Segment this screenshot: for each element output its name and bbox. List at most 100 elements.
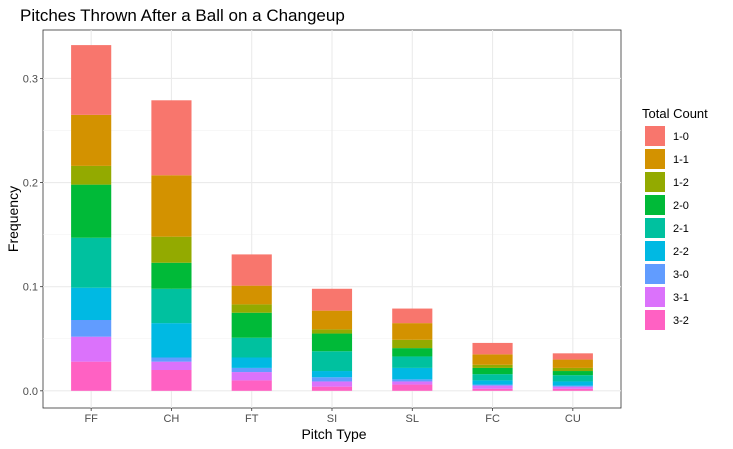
bar-segment xyxy=(231,254,272,286)
x-tick-label: CH xyxy=(163,413,179,425)
bar-segment xyxy=(151,323,192,358)
legend-title: Total Count xyxy=(642,106,708,121)
legend-label: 2-2 xyxy=(673,246,689,258)
bar-segment xyxy=(231,372,272,381)
x-axis-title: Pitch Type xyxy=(301,426,366,442)
y-axis-title: Frequency xyxy=(5,186,21,252)
bar-segment xyxy=(392,308,433,324)
bar-segment xyxy=(311,351,353,372)
bar-segment xyxy=(311,329,353,334)
bar-segment xyxy=(71,184,112,238)
legend-label: 2-1 xyxy=(673,223,689,235)
legend-key xyxy=(645,126,665,146)
legend-key xyxy=(645,172,665,192)
y-tick-label: 0.0 xyxy=(23,386,38,398)
legend-key xyxy=(645,149,665,169)
bar-segment xyxy=(311,381,353,387)
legend-label: 3-1 xyxy=(673,292,689,304)
bar-segment xyxy=(71,165,112,185)
bar-segment xyxy=(472,380,513,385)
x-tick-label: FF xyxy=(84,413,98,425)
bar-segment xyxy=(231,337,272,358)
chart-title: Pitches Thrown After a Ball on a Changeu… xyxy=(20,6,345,25)
bar-segment xyxy=(151,357,192,362)
legend-key xyxy=(645,218,665,238)
bar-segment xyxy=(472,385,513,389)
legend-label: 2-0 xyxy=(673,200,689,212)
bar-segment xyxy=(151,361,192,370)
legend-label: 1-2 xyxy=(673,177,689,189)
bar-segment xyxy=(392,323,433,340)
bar-segment xyxy=(552,388,593,391)
legend-label: 3-2 xyxy=(673,315,689,327)
legend: Total Count 1-0 1-1 1-2 2-0 2-1 2-2 3-0 3-1 3-2 xyxy=(642,106,708,330)
legend-key xyxy=(645,287,665,307)
bar-segment xyxy=(151,288,192,324)
bar-segment xyxy=(472,367,513,375)
bar-segment xyxy=(472,364,513,368)
bar-segment xyxy=(552,367,593,372)
bar-segment xyxy=(71,287,112,321)
bar-segment xyxy=(231,380,272,391)
y-tick-label: 0.2 xyxy=(23,178,38,190)
bar-segment xyxy=(71,361,112,391)
bar-segment xyxy=(151,262,192,289)
bar-segment xyxy=(552,385,593,387)
bar-segment xyxy=(311,333,353,352)
bar-segment xyxy=(392,379,433,382)
bar-segment xyxy=(231,357,272,368)
bar-segment xyxy=(392,384,433,391)
bar-segment xyxy=(392,381,433,385)
x-tick-label: FT xyxy=(245,413,259,425)
bar-segment xyxy=(71,45,112,115)
bar-segment xyxy=(71,237,112,288)
x-tick-label: SI xyxy=(327,413,337,425)
bar-segment xyxy=(231,304,272,313)
bar-segment xyxy=(472,388,513,391)
legend-label: 1-1 xyxy=(673,154,689,166)
bar-segment xyxy=(392,348,433,357)
bar-segment xyxy=(231,285,272,305)
legend-key xyxy=(645,264,665,284)
bar-segment xyxy=(311,288,353,311)
bar-segment xyxy=(151,175,192,237)
y-axis: 0.0 0.1 0.2 0.3 xyxy=(23,73,43,398)
x-tick-label: FC xyxy=(485,413,500,425)
bar-segment xyxy=(311,386,353,391)
bar-segment xyxy=(552,381,593,386)
bar-segment xyxy=(151,236,192,263)
bar-segment xyxy=(552,353,593,360)
bar-segment xyxy=(552,359,593,368)
bar-segment xyxy=(231,367,272,373)
x-axis: FF CH FT SI SL FC CU xyxy=(84,408,581,425)
bar-segment xyxy=(71,336,112,362)
bar-segment xyxy=(151,100,192,176)
bar-segment xyxy=(472,342,513,355)
x-tick-label: SL xyxy=(406,413,419,425)
y-tick-label: 0.3 xyxy=(23,73,38,85)
bars xyxy=(71,45,593,391)
legend-key xyxy=(645,310,665,330)
bar-segment xyxy=(552,386,593,389)
bar-segment xyxy=(472,354,513,365)
bar-segment xyxy=(472,384,513,386)
bar-segment xyxy=(392,367,433,380)
bar-segment xyxy=(231,312,272,338)
bar-segment xyxy=(311,371,353,378)
bar-segment xyxy=(71,114,112,166)
bar-segment xyxy=(311,310,353,330)
bar-segment xyxy=(472,374,513,381)
bar-segment xyxy=(151,369,192,391)
x-tick-label: CU xyxy=(565,413,581,425)
bar-segment xyxy=(311,377,353,382)
legend-key xyxy=(645,195,665,215)
bar-segment xyxy=(71,320,112,337)
legend-label: 1-0 xyxy=(673,131,689,143)
legend-key xyxy=(645,241,665,261)
bar-segment xyxy=(552,375,593,382)
legend-label: 3-0 xyxy=(673,269,689,281)
bar-segment xyxy=(392,339,433,349)
y-tick-label: 0.1 xyxy=(23,282,38,294)
